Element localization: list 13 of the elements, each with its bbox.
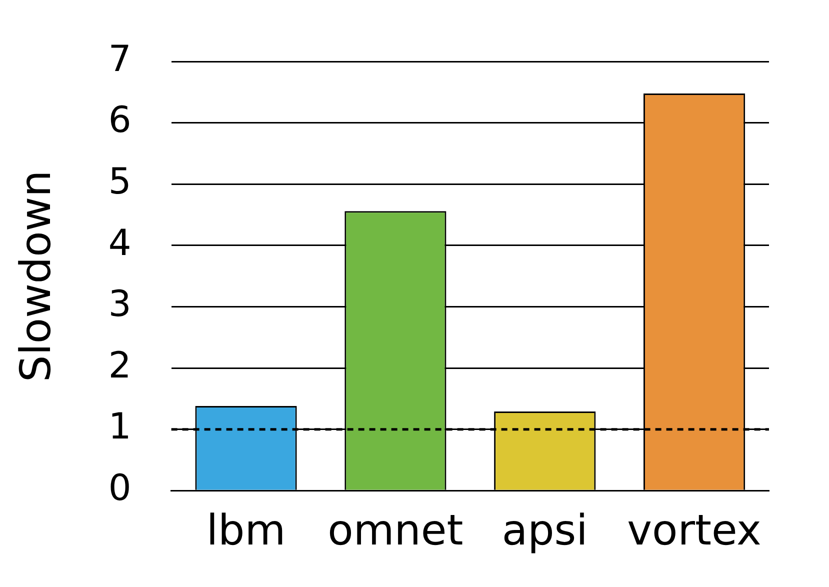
y-tick-label: 3 (108, 284, 132, 326)
y-tick-label: 1 (108, 406, 132, 448)
y-tick-label: 7 (108, 38, 132, 80)
y-tick-label: 5 (108, 162, 132, 203)
y-tick-label: 2 (108, 345, 132, 386)
y-tick-label: 0 (108, 468, 132, 509)
y-tick-label: 6 (108, 100, 132, 142)
y-axis-title: Slowdown (11, 170, 60, 382)
y-tick-label: 4 (108, 222, 132, 264)
x-tick-label: omnet (328, 506, 464, 555)
x-tick-label: apsi (502, 506, 588, 555)
x-tick-label: lbm (206, 506, 286, 555)
x-tick-label: vortex (627, 506, 762, 555)
